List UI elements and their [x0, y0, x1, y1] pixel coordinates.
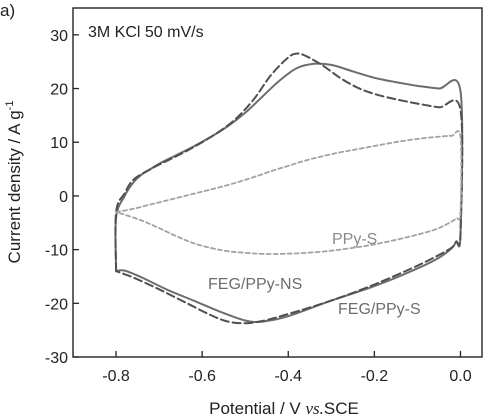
x-tick-label: -0.4 — [274, 368, 302, 385]
x-tick-label: -0.2 — [361, 368, 389, 385]
series-line-ppy-s — [115, 130, 463, 255]
series-label-feg-ppy-ns: FEG/PPy-NS — [208, 276, 302, 293]
y-axis-label-main: Current density / A g — [5, 110, 24, 263]
series-layer — [114, 52, 464, 325]
y-tick-label: -10 — [45, 243, 68, 260]
y-tick-label: 0 — [59, 189, 68, 206]
y-axis-label-sup: -1 — [4, 101, 16, 111]
x-axis-label: Potential / V vs.SCE — [209, 399, 359, 418]
y-tick-label: 20 — [50, 82, 68, 99]
x-axis-label-vs: vs. — [306, 399, 324, 418]
x-tick-label: -0.8 — [102, 368, 130, 385]
y-tick-label: -20 — [45, 296, 68, 313]
y-axis-label: Current density / A g-1 — [4, 101, 24, 264]
series-label-ppy-s: PPy-S — [332, 231, 377, 248]
series-label-feg-ppy-s: FEG/PPy-S — [338, 301, 421, 318]
y-tick-label: 10 — [50, 135, 68, 152]
panel-label: a) — [0, 1, 15, 20]
y-axis: -30 -20 -10 0 10 20 30 — [45, 28, 79, 367]
y-tick-label: 30 — [50, 28, 68, 45]
plot-frame — [72, 7, 483, 358]
y-tick-label: -30 — [45, 350, 68, 367]
x-tick-label: 0.0 — [449, 368, 471, 385]
chart-annotation: 3M KCl 50 mV/s — [88, 24, 204, 41]
x-tick-label: -0.6 — [188, 368, 216, 385]
series-line-feg-ppy-ns — [114, 52, 464, 325]
x-axis: -0.8 -0.6 -0.4 -0.2 0.0 — [102, 351, 472, 385]
x-axis-label-prefix: Potential / V — [209, 399, 305, 418]
plot-area: -30 -20 -10 0 10 20 30 -0.8 -0.6 -0.4 -0.2 0.0 — [45, 7, 483, 385]
x-axis-label-suffix: SCE — [324, 399, 359, 418]
